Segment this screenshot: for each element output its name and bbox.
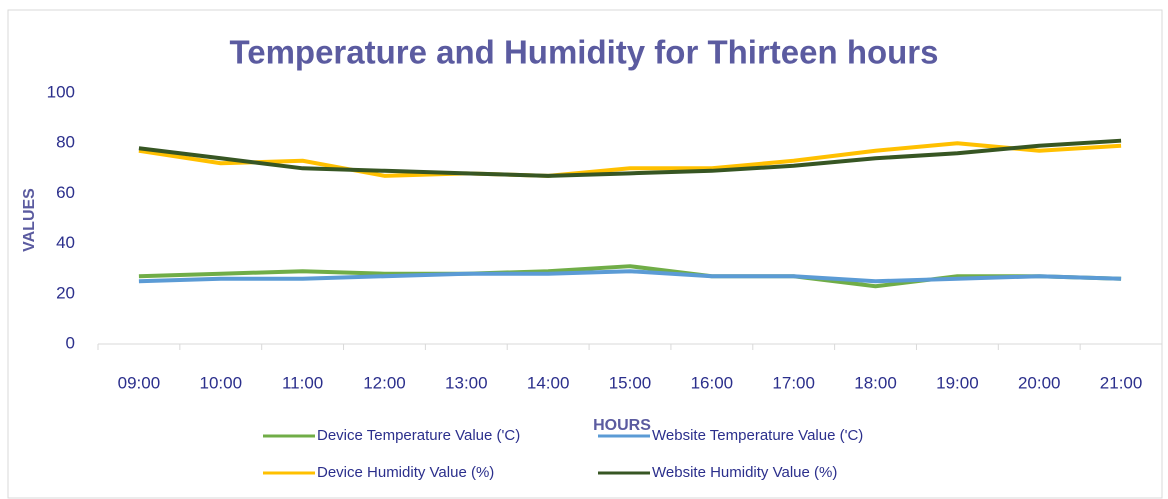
legend-label: Device Humidity Value (%) [317,464,494,481]
x-tick-label: 19:00 [936,373,979,392]
y-tick-label: 100 [47,82,75,101]
legend-label: Device Temperature Value ('C) [317,427,520,444]
series-line [138,138,1122,178]
x-tick-label: 16:00 [691,373,734,392]
x-tick-label: 13:00 [445,373,488,392]
legend-label: Website Temperature Value ('C) [652,427,863,444]
series-line [138,264,1122,289]
y-tick-label: 60 [56,183,75,202]
series-line [138,269,1122,284]
series-line [138,141,1122,178]
y-tick-label: 40 [56,233,75,252]
chart-title: Temperature and Humidity for Thirteen ho… [230,34,939,71]
x-axis-label: HOURS [593,417,651,434]
x-tick-label: 11:00 [282,373,323,392]
x-tick-label: 09:00 [118,373,161,392]
x-tick-label: 17:00 [772,373,815,392]
x-tick-label: 10:00 [199,373,242,392]
chart-border [7,9,1163,499]
y-tick-label: 0 [66,333,75,352]
x-tick-label: 18:00 [854,373,897,392]
x-tick-label: 14:00 [527,373,570,392]
y-axis-label: VALUES [21,188,38,252]
y-tick-label: 80 [56,133,75,152]
x-tick-label: 12:00 [363,373,406,392]
legend-label: Website Humidity Value (%) [652,464,837,481]
x-tick-label: 20:00 [1018,373,1061,392]
y-tick-label: 20 [56,283,75,302]
x-tick-label: 15:00 [609,373,652,392]
x-tick-label: 21:00 [1100,373,1143,392]
